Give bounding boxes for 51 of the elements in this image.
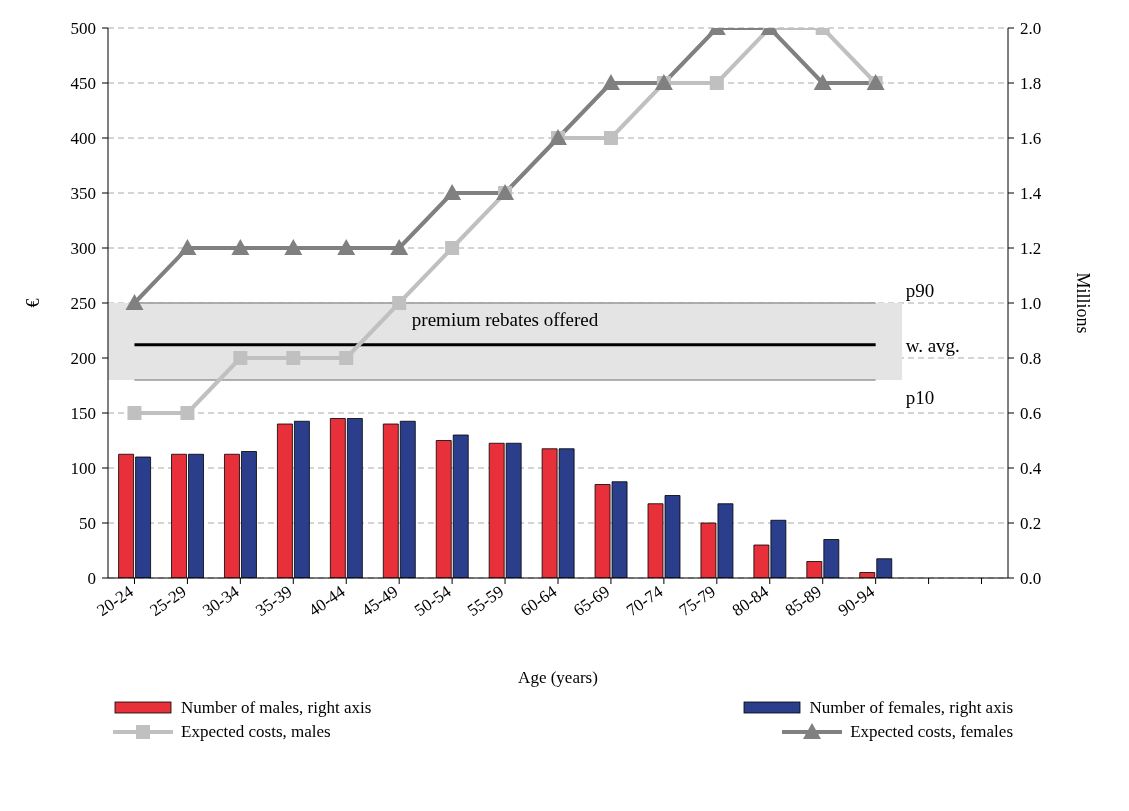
point	[178, 239, 197, 255]
legend-label: Expected costs, females	[850, 722, 1013, 742]
point	[603, 131, 618, 145]
point	[127, 406, 142, 420]
y-axis-title: €	[23, 298, 44, 308]
y-tick-label: 100	[70, 459, 96, 478]
point	[125, 294, 144, 310]
y-tick-label: 150	[70, 404, 96, 423]
y2-tick-label: 1.8	[1020, 74, 1042, 93]
point	[443, 184, 462, 200]
point	[445, 241, 460, 255]
y2-axis-title: Millions	[1072, 272, 1093, 334]
y-tick-label: 300	[70, 239, 96, 258]
y-tick-label: 500	[70, 19, 96, 38]
y2-tick-label: 1.2	[1020, 239, 1042, 258]
y-tick-label: 200	[70, 349, 96, 368]
point	[337, 239, 356, 255]
ref-line-label: p10	[905, 387, 935, 408]
ref-line-label: w. avg.	[905, 334, 960, 356]
band-label: premium rebates offered	[411, 309, 599, 331]
y2-tick-label: 2.0	[1020, 19, 1042, 38]
y-tick-label: 400	[70, 129, 96, 148]
y2-tick-label: 0.0	[1020, 569, 1042, 588]
y-tick-label: 50	[79, 514, 96, 533]
y-tick-label: 450	[70, 74, 96, 93]
y2-tick-label: 0.8	[1020, 349, 1042, 368]
y2-tick-label: 1.0	[1020, 294, 1042, 313]
legend-label: Number of males, right axis	[181, 698, 372, 718]
y2-tick-label: 0.6	[1020, 404, 1042, 423]
y2-tick-label: 1.6	[1020, 129, 1042, 148]
y2-tick-label: 0.4	[1020, 459, 1042, 478]
y-tick-label: 250	[70, 294, 96, 313]
x-axis-title: Age (years)	[518, 668, 598, 687]
point	[392, 296, 407, 310]
y-tick-label: 350	[70, 184, 96, 203]
y-tick-label: 0	[87, 569, 96, 588]
legend-label: Number of females, right axis	[809, 698, 1013, 718]
point	[813, 74, 832, 90]
y2-tick-label: 0.2	[1020, 514, 1042, 533]
point	[709, 76, 724, 90]
point	[286, 351, 301, 365]
point	[339, 351, 354, 365]
y2-tick-label: 1.4	[1020, 184, 1042, 203]
point	[233, 351, 248, 365]
point	[231, 239, 250, 255]
ref-line-label: p90	[905, 280, 935, 301]
point	[284, 239, 303, 255]
point	[390, 239, 409, 255]
point	[601, 74, 620, 90]
point	[180, 406, 195, 420]
legend-label: Expected costs, males	[181, 722, 331, 742]
